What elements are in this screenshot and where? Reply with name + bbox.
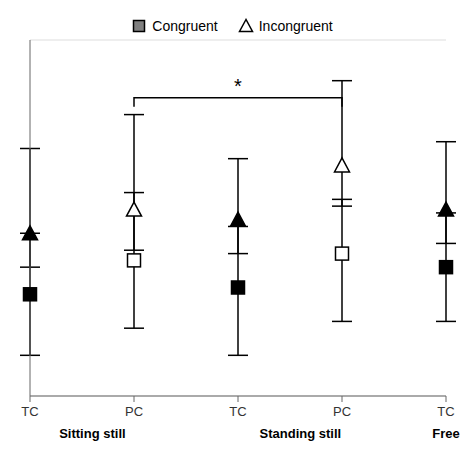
svg-text:TC: TC [437,404,454,419]
svg-text:Free: Free [432,426,459,441]
svg-text:*: * [234,75,242,97]
svg-text:PC: PC [333,404,351,419]
svg-text:TC: TC [21,404,38,419]
html-text:Congruent: Congruent [152,18,218,34]
html-text:Incongruent: Incongruent [258,18,333,34]
svg-text:TC: TC [229,404,246,419]
svg-text:Standing still: Standing still [260,426,342,441]
svg-text:PC: PC [125,404,143,419]
svg-text:Sitting still: Sitting still [59,426,125,441]
